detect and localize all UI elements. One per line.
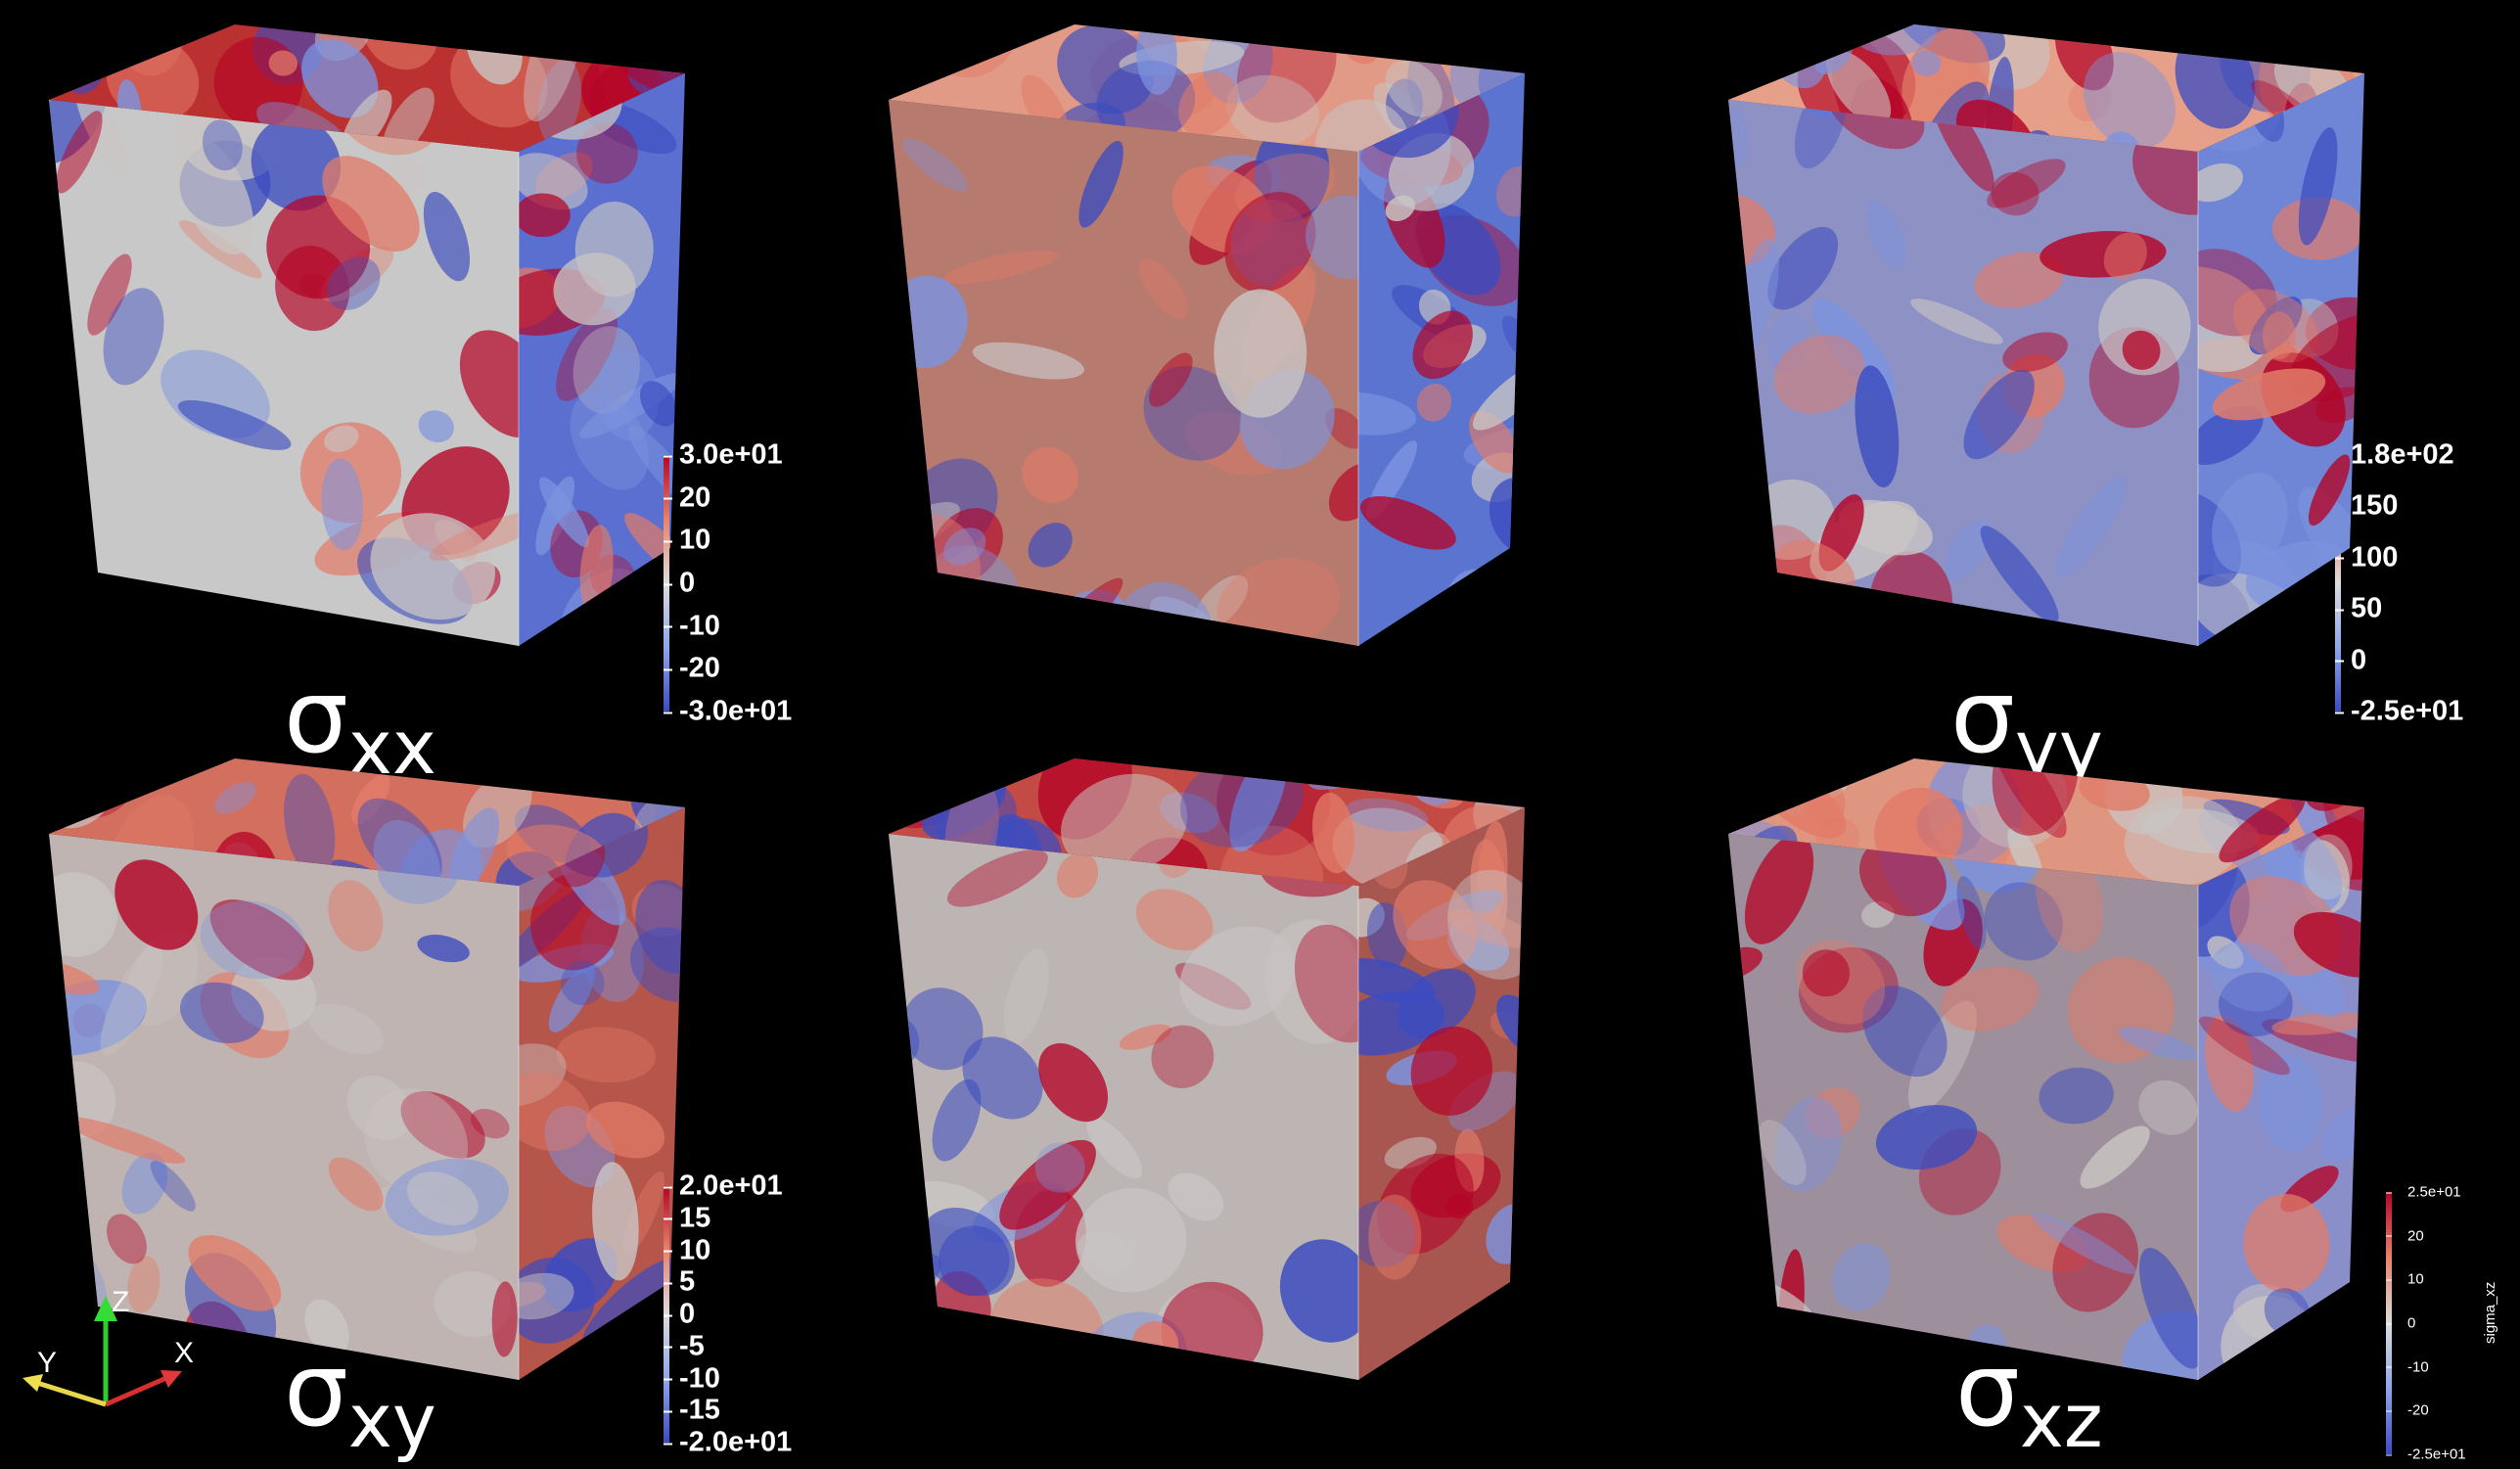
y-axis-label: Y <box>37 1347 57 1379</box>
colorbar-tick-label: 15 <box>663 1202 711 1234</box>
colorbar-tick-label: 10 <box>663 524 711 556</box>
colorbar-tick-label: -2.0e+01 <box>663 1426 793 1458</box>
colorbar-tick-label: -3.0e+01 <box>663 695 793 727</box>
caption-symbol: σ <box>1955 1330 2020 1449</box>
colorbar-tick-label: -2.5e+01 <box>2386 1441 2466 1469</box>
caption-sxz: σxz <box>1955 1339 2103 1464</box>
colorbar-tick-label: 0 <box>2334 644 2367 676</box>
side-face-texture <box>519 73 685 646</box>
colorbar-tick-label: -10 <box>664 1362 720 1394</box>
x-axis-line <box>105 1375 167 1407</box>
y-axis-line <box>36 1380 107 1407</box>
panel-szz: σzz3.0e+022802602402202001801.5e+02 <box>1679 0 2519 734</box>
colorbar-tick-label: -15 <box>664 1394 720 1426</box>
colorbar-tick-label: 5 <box>663 1265 696 1298</box>
cube-syz <box>1728 758 2364 1380</box>
cube-sxz <box>889 758 1525 1380</box>
colorbar-tick-label: -20 <box>2386 1397 2429 1425</box>
caption-subscript: xy <box>347 1377 436 1464</box>
colorbar-tick-label: 10 <box>2386 1265 2424 1294</box>
panel-syy: σyy 1.8e+02 150 100 50 0 -2.5e+01 <box>840 0 2463 791</box>
caption-sxy: σxy <box>284 1339 436 1464</box>
colorbar-tick-label: -10 <box>664 610 720 642</box>
front-face-texture <box>1728 834 2198 1380</box>
z-axis-arrow <box>94 1296 117 1321</box>
caption-symbol: σ <box>1950 657 2015 776</box>
panel-sxy: σxy 2.0e+01 15 10 5 0 -5 -10 -15 -2.0e+01 <box>0 734 840 1468</box>
cube-sxy <box>49 758 685 1380</box>
y-axis-arrow <box>23 1374 43 1392</box>
orientation-axes: Z X Y <box>23 1286 194 1407</box>
panel-syz: σyz4.5e+01200-20-4.5e+01 <box>1679 734 2519 1468</box>
colorbar-tick-label: 2.0e+01 <box>664 1170 783 1202</box>
colorbar-tick-label: 10 <box>663 1234 711 1265</box>
x-axis-arrow <box>160 1370 182 1388</box>
caption-symbol: σ <box>284 1330 348 1449</box>
colorbar-tick-label: 0 <box>663 1298 696 1330</box>
colorbar-tick-label: 100 <box>2334 541 2399 574</box>
cube-sxx <box>49 24 685 646</box>
caption-symbol: σ <box>284 657 348 776</box>
colorbar-tick-label: -20 <box>664 652 720 684</box>
colorbar-gradient <box>2335 455 2341 712</box>
x-axis-label: X <box>174 1337 194 1369</box>
colorbar-tick-label: 3.0e+01 <box>664 438 783 471</box>
colorbar-tick-label: 50 <box>2334 592 2383 624</box>
colorbar-tick-label: 20 <box>663 482 711 514</box>
colorbar-tick-label: 0 <box>2385 1309 2415 1338</box>
colorbar-tick-label: -10 <box>2386 1353 2429 1381</box>
colorbar-tick-label: 20 <box>2386 1221 2424 1250</box>
colorbar-tick-label: 0 <box>663 567 696 599</box>
front-face <box>49 834 519 1380</box>
panel-sxx: σxx 3.0e+01 20 10 0 -10 -20 -3.0e+01 <box>0 0 840 791</box>
cube-szz <box>1728 24 2364 646</box>
side-face-texture <box>2198 73 2364 646</box>
cube-syy <box>889 24 1525 646</box>
side-face-texture <box>1358 820 1525 1280</box>
panel-sxz: σxz 2.5e+01 20 10 0 -10 -20 -2.5e+01 sigma_xz <box>840 734 2498 1468</box>
caption-sxx: σxx <box>284 666 436 791</box>
z-axis-label: Z <box>112 1286 129 1318</box>
caption-subscript: xz <box>2019 1377 2103 1464</box>
colorbar-tick-label: -5 <box>664 1330 705 1362</box>
colorbar-tick-label: -2.5e+01 <box>2334 695 2464 727</box>
colorbar-tick-label: 2.5e+01 <box>2386 1178 2461 1207</box>
caption-syy: σyy <box>1950 666 2103 791</box>
